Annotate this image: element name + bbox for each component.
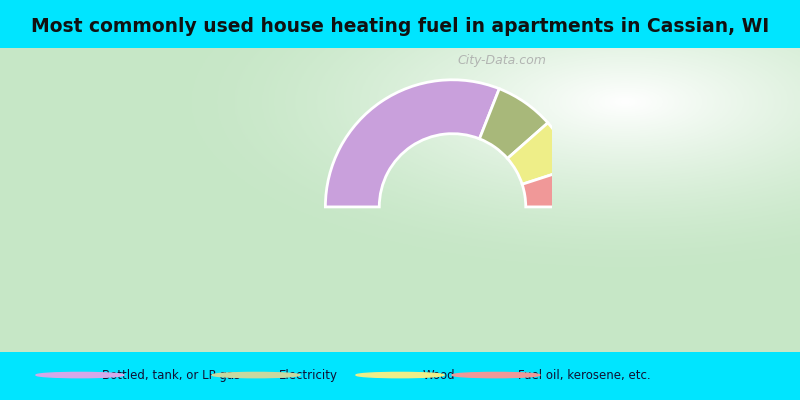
Circle shape — [356, 372, 444, 378]
Wedge shape — [507, 123, 574, 184]
Wedge shape — [326, 80, 499, 207]
Circle shape — [212, 372, 300, 378]
Circle shape — [36, 372, 124, 378]
Text: Fuel oil, kerosene, etc.: Fuel oil, kerosene, etc. — [518, 368, 651, 382]
Text: Bottled, tank, or LP gas: Bottled, tank, or LP gas — [102, 368, 241, 382]
Text: Most commonly used house heating fuel in apartments in Cassian, WI: Most commonly used house heating fuel in… — [31, 17, 769, 36]
Circle shape — [452, 372, 540, 378]
Text: City-Data.com: City-Data.com — [457, 54, 546, 67]
Wedge shape — [479, 89, 548, 158]
Text: Electricity: Electricity — [278, 368, 338, 382]
Text: Wood: Wood — [422, 368, 455, 382]
Wedge shape — [522, 168, 580, 207]
